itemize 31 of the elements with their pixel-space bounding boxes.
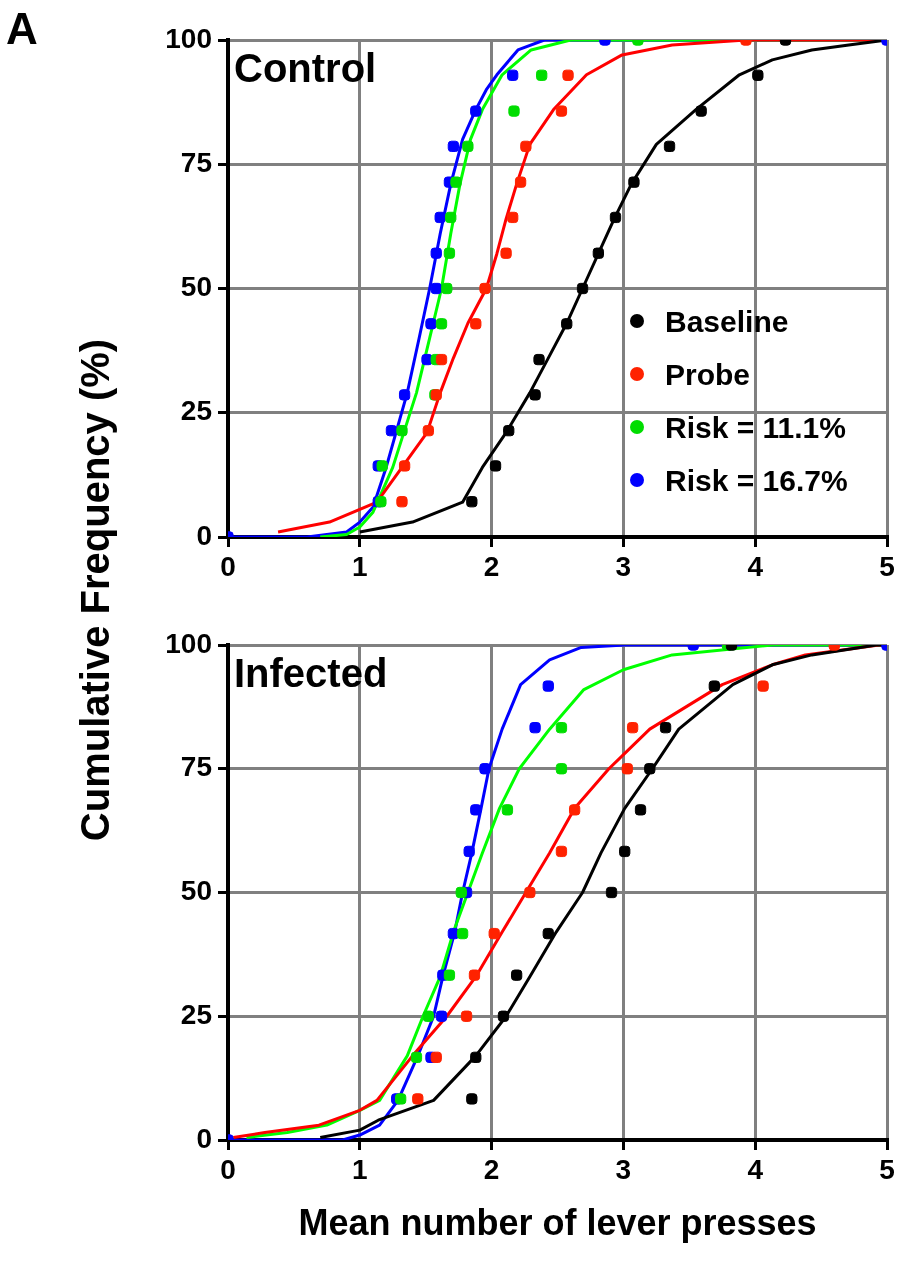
y-tick-label: 50 [180,875,212,907]
x-tick-label: 1 [352,1153,368,1185]
x-tick-label: 5 [879,1153,895,1185]
legend-label: Probe [665,358,751,391]
legend-label: Risk = 16.7% [665,464,848,497]
y-tick-label: 100 [165,627,212,659]
y-tick-label: 75 [180,146,212,178]
y-tick-label: 0 [196,519,212,551]
x-tick-label: 3 [615,550,632,582]
x-tick-label: 4 [747,550,764,582]
y-tick-label: 50 [180,271,212,303]
x-tick-label: 5 [879,550,895,582]
x-tick-label: 2 [483,1153,500,1185]
y-tick-label: 75 [180,751,212,783]
y-tick-label: 100 [165,22,212,54]
chart-title: Control [234,46,377,90]
y-tick-label: 0 [196,1122,212,1154]
legend-label: Risk = 11.1% [665,411,846,444]
y-tick-label: 25 [180,395,212,427]
text: A [6,4,38,53]
y-axis-title: Cumulative Frequency (%) [72,338,118,842]
x-tick-label: 0 [220,550,236,582]
legend-label: Baseline [665,305,789,338]
y-tick-label: 25 [180,998,212,1030]
x-tick-label: 1 [352,550,368,582]
x-axis-title: Mean number of lever presses [298,1202,817,1244]
x-tick-label: 3 [615,1153,632,1185]
x-tick-label: 2 [483,550,500,582]
chart-title: Infected [234,651,388,695]
x-tick-label: 4 [747,1153,764,1185]
x-tick-label: 0 [220,1153,236,1185]
